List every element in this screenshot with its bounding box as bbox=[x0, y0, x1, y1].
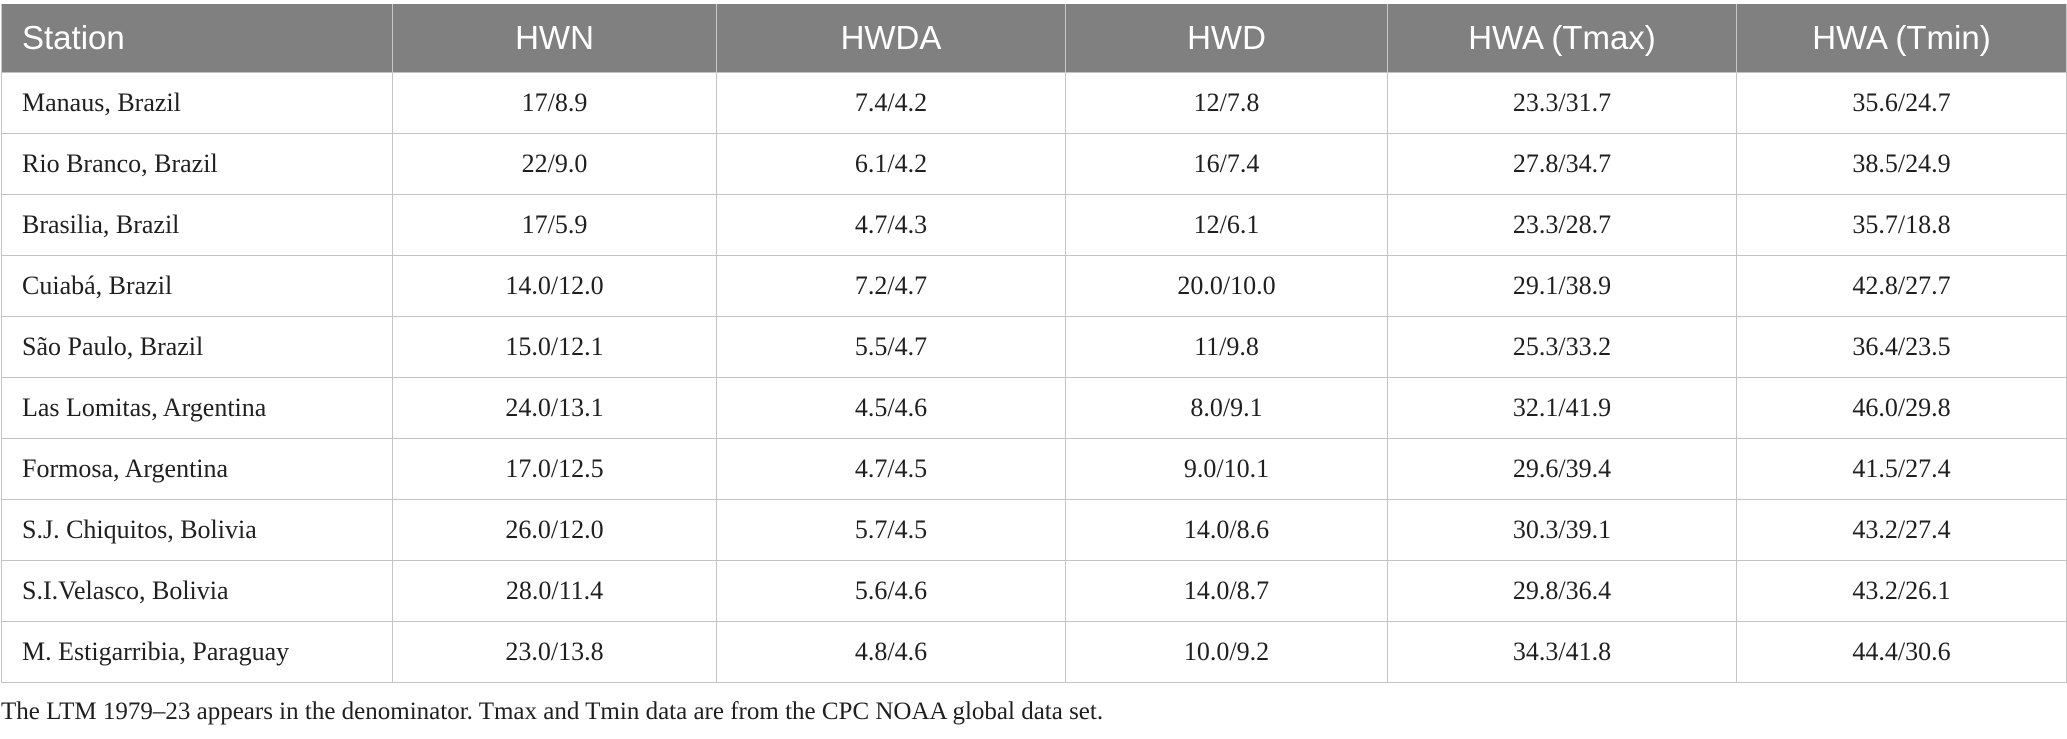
cell-hwn: 26.0/12.0 bbox=[392, 499, 717, 561]
table-row: Las Lomitas, Argentina 24.0/13.1 4.5/4.6… bbox=[1, 377, 2067, 439]
table-row: S.J. Chiquitos, Bolivia 26.0/12.0 5.7/4.… bbox=[1, 499, 2067, 561]
cell-station: Rio Branco, Brazil bbox=[1, 133, 393, 195]
cell-hwd: 9.0/10.1 bbox=[1065, 438, 1388, 500]
cell-hwn: 23.0/13.8 bbox=[392, 621, 717, 683]
cell-station: Manaus, Brazil bbox=[1, 72, 393, 134]
cell-hwd: 14.0/8.6 bbox=[1065, 499, 1388, 561]
header-row: Station HWN HWDA HWD HWA (Tmax) HWA (Tmi… bbox=[1, 4, 2067, 73]
cell-hwa-tmax: 29.1/38.9 bbox=[1387, 255, 1737, 317]
header-hwd: HWD bbox=[1065, 4, 1388, 73]
cell-hwn: 17/5.9 bbox=[392, 194, 717, 256]
cell-hwda: 7.4/4.2 bbox=[716, 72, 1066, 134]
cell-hwd: 11/9.8 bbox=[1065, 316, 1388, 378]
table-row: São Paulo, Brazil 15.0/12.1 5.5/4.7 11/9… bbox=[1, 316, 2067, 378]
cell-station: Brasilia, Brazil bbox=[1, 194, 393, 256]
heatwave-table: Station HWN HWDA HWD HWA (Tmax) HWA (Tmi… bbox=[1, 4, 2067, 683]
cell-hwa-tmin: 46.0/29.8 bbox=[1736, 377, 2067, 439]
cell-hwa-tmax: 29.6/39.4 bbox=[1387, 438, 1737, 500]
cell-hwa-tmax: 27.8/34.7 bbox=[1387, 133, 1737, 195]
cell-hwa-tmin: 36.4/23.5 bbox=[1736, 316, 2067, 378]
cell-hwd: 14.0/8.7 bbox=[1065, 560, 1388, 622]
cell-hwa-tmax: 25.3/33.2 bbox=[1387, 316, 1737, 378]
cell-hwa-tmin: 44.4/30.6 bbox=[1736, 621, 2067, 683]
table-row: Rio Branco, Brazil 22/9.0 6.1/4.2 16/7.4… bbox=[1, 133, 2067, 195]
header-hwa-tmin: HWA (Tmin) bbox=[1736, 4, 2067, 73]
cell-hwn: 22/9.0 bbox=[392, 133, 717, 195]
cell-hwda: 4.7/4.3 bbox=[716, 194, 1066, 256]
table-header: Station HWN HWDA HWD HWA (Tmax) HWA (Tmi… bbox=[1, 4, 2067, 73]
cell-hwn: 28.0/11.4 bbox=[392, 560, 717, 622]
header-hwn: HWN bbox=[392, 4, 717, 73]
cell-hwda: 7.2/4.7 bbox=[716, 255, 1066, 317]
cell-station: Formosa, Argentina bbox=[1, 438, 393, 500]
cell-hwa-tmax: 34.3/41.8 bbox=[1387, 621, 1737, 683]
cell-hwn: 24.0/13.1 bbox=[392, 377, 717, 439]
cell-hwa-tmin: 43.2/27.4 bbox=[1736, 499, 2067, 561]
cell-hwa-tmax: 23.3/31.7 bbox=[1387, 72, 1737, 134]
cell-station: S.J. Chiquitos, Bolivia bbox=[1, 499, 393, 561]
cell-hwda: 5.6/4.6 bbox=[716, 560, 1066, 622]
table-row: M. Estigarribia, Paraguay 23.0/13.8 4.8/… bbox=[1, 621, 2067, 683]
cell-station: São Paulo, Brazil bbox=[1, 316, 393, 378]
cell-hwd: 12/6.1 bbox=[1065, 194, 1388, 256]
table-row: Formosa, Argentina 17.0/12.5 4.7/4.5 9.0… bbox=[1, 438, 2067, 500]
cell-hwa-tmax: 29.8/36.4 bbox=[1387, 560, 1737, 622]
cell-hwa-tmax: 32.1/41.9 bbox=[1387, 377, 1737, 439]
cell-hwd: 8.0/9.1 bbox=[1065, 377, 1388, 439]
cell-hwa-tmin: 38.5/24.9 bbox=[1736, 133, 2067, 195]
cell-hwa-tmin: 41.5/27.4 bbox=[1736, 438, 2067, 500]
table-body: Manaus, Brazil 17/8.9 7.4/4.2 12/7.8 23.… bbox=[1, 72, 2067, 683]
cell-hwda: 5.7/4.5 bbox=[716, 499, 1066, 561]
table-footnote: The LTM 1979–23 appears in the denominat… bbox=[1, 698, 1104, 725]
cell-hwd: 16/7.4 bbox=[1065, 133, 1388, 195]
cell-station: S.I.Velasco, Bolivia bbox=[1, 560, 393, 622]
header-station: Station bbox=[1, 4, 393, 73]
cell-station: M. Estigarribia, Paraguay bbox=[1, 621, 393, 683]
cell-station: Cuiabá, Brazil bbox=[1, 255, 393, 317]
cell-hwn: 15.0/12.1 bbox=[392, 316, 717, 378]
cell-hwa-tmin: 43.2/26.1 bbox=[1736, 560, 2067, 622]
cell-hwa-tmax: 23.3/28.7 bbox=[1387, 194, 1737, 256]
table-row: Brasilia, Brazil 17/5.9 4.7/4.3 12/6.1 2… bbox=[1, 194, 2067, 256]
cell-hwn: 17/8.9 bbox=[392, 72, 717, 134]
cell-hwda: 4.7/4.5 bbox=[716, 438, 1066, 500]
cell-hwa-tmin: 35.7/18.8 bbox=[1736, 194, 2067, 256]
cell-hwda: 5.5/4.7 bbox=[716, 316, 1066, 378]
header-hwda: HWDA bbox=[716, 4, 1066, 73]
cell-hwa-tmin: 35.6/24.7 bbox=[1736, 72, 2067, 134]
cell-hwd: 12/7.8 bbox=[1065, 72, 1388, 134]
cell-hwd: 10.0/9.2 bbox=[1065, 621, 1388, 683]
table-row: Manaus, Brazil 17/8.9 7.4/4.2 12/7.8 23.… bbox=[1, 72, 2067, 134]
cell-hwda: 6.1/4.2 bbox=[716, 133, 1066, 195]
cell-hwa-tmin: 42.8/27.7 bbox=[1736, 255, 2067, 317]
cell-hwda: 4.8/4.6 bbox=[716, 621, 1066, 683]
cell-hwd: 20.0/10.0 bbox=[1065, 255, 1388, 317]
header-hwa-tmax: HWA (Tmax) bbox=[1387, 4, 1737, 73]
cell-station: Las Lomitas, Argentina bbox=[1, 377, 393, 439]
cell-hwn: 14.0/12.0 bbox=[392, 255, 717, 317]
table-row: S.I.Velasco, Bolivia 28.0/11.4 5.6/4.6 1… bbox=[1, 560, 2067, 622]
cell-hwn: 17.0/12.5 bbox=[392, 438, 717, 500]
cell-hwda: 4.5/4.6 bbox=[716, 377, 1066, 439]
data-table-container: Station HWN HWDA HWD HWA (Tmax) HWA (Tmi… bbox=[1, 4, 2067, 683]
table-row: Cuiabá, Brazil 14.0/12.0 7.2/4.7 20.0/10… bbox=[1, 255, 2067, 317]
cell-hwa-tmax: 30.3/39.1 bbox=[1387, 499, 1737, 561]
